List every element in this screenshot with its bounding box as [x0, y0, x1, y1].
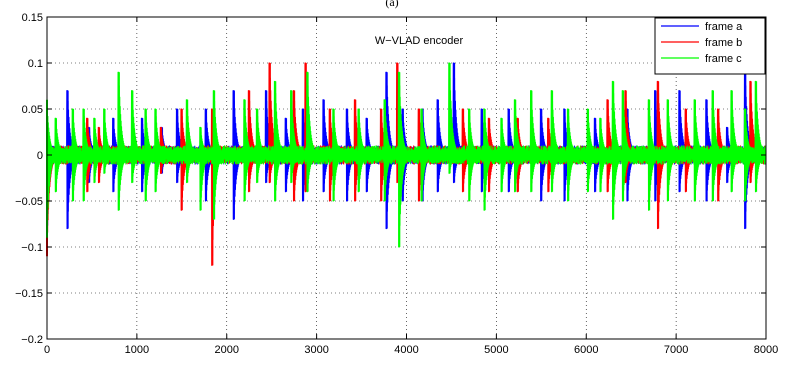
y-tick-label: −0.15 [15, 288, 43, 300]
legend: frame a frame b frame c [654, 17, 766, 75]
x-tick-label: 6000 [574, 344, 598, 356]
x-tick-label: 0 [44, 344, 50, 356]
y-tick-label: 0 [37, 150, 43, 162]
y-tick-label: −0.2 [21, 334, 43, 346]
legend-box [654, 17, 766, 75]
chart-annotation: W−VLAD encoder [375, 35, 464, 47]
grid [47, 17, 766, 339]
panel-label: (a) [385, 0, 398, 9]
series-layer [46, 62, 767, 266]
x-tick-label: 1000 [125, 344, 149, 356]
y-tick-label: 0.1 [28, 58, 43, 70]
x-tick-label: 3000 [304, 344, 328, 356]
x-tick-label: 7000 [664, 344, 688, 356]
x-tick-label: 2000 [215, 344, 239, 356]
y-tick-label: −0.1 [21, 242, 43, 254]
legend-label: frame b [705, 37, 742, 49]
x-tick-label: 4000 [394, 344, 418, 356]
y-tick-label: 0.15 [22, 12, 43, 24]
series-line-2 [46, 62, 767, 248]
y-tick-label: 0.05 [22, 104, 43, 116]
ticks: 0 1000 2000 3000 4000 5000 6000 7000 8000 −0.2 −0.… [15, 12, 778, 356]
y-tick-label: −0.05 [15, 196, 43, 208]
legend-label: frame c [705, 53, 742, 65]
legend-label: frame a [705, 21, 743, 33]
x-tick-label: 5000 [484, 344, 508, 356]
x-tick-label: 8000 [754, 344, 778, 356]
